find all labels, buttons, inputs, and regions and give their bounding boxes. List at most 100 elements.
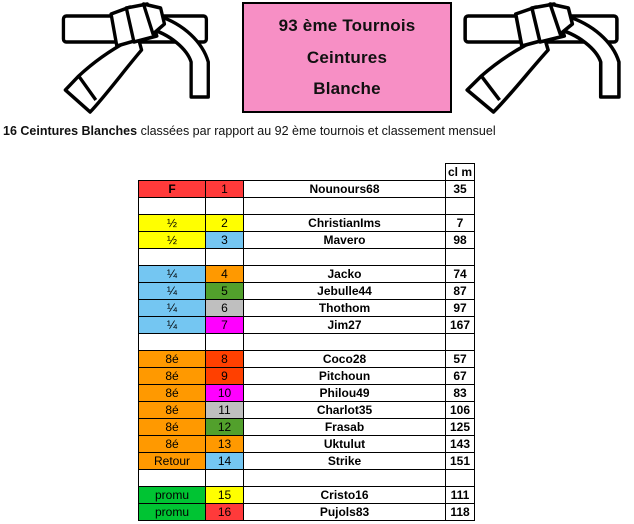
spacer-row [138, 469, 475, 487]
rank-cell [205, 333, 244, 351]
subtitle: 16 Ceintures Blanches classées par rappo… [3, 124, 496, 138]
table-row: 8é 12 Frasab 125 [138, 418, 475, 436]
rank-cell: 14 [205, 452, 244, 470]
stage-cell: ½ [138, 231, 206, 249]
white-belt-icon [61, 2, 210, 114]
table-row: 8é 9 Pitchoun 67 [138, 367, 475, 385]
clm-cell: 7 [445, 214, 475, 232]
rank-cell: 4 [205, 265, 244, 283]
clm-cell: 67 [445, 367, 475, 385]
stage-cell: ¼ [138, 316, 206, 334]
table-row: F 1 Nounours68 35 [138, 180, 475, 198]
rank-cell: 12 [205, 418, 244, 436]
table-row: promu 15 Cristo16 111 [138, 486, 475, 504]
stage-cell: 8é [138, 367, 206, 385]
table-row: ½ 2 ChristianIms 7 [138, 214, 475, 232]
spacer-row [138, 197, 475, 215]
stage-cell [138, 469, 206, 487]
rank-cell: 9 [205, 367, 244, 385]
stage-cell: 8é [138, 384, 206, 402]
stage-cell: 8é [138, 418, 206, 436]
table-row: 8é 10 Philou49 83 [138, 384, 475, 402]
player-cell: Jacko [243, 265, 446, 283]
rank-cell: 15 [205, 486, 244, 504]
player-cell [243, 197, 446, 215]
player-cell: Philou49 [243, 384, 446, 402]
player-cell: Nounours68 [243, 180, 446, 198]
header-spacer [138, 163, 446, 181]
ranking-table-body: F 1 Nounours68 35 ½ 2 ChristianIms 7 ½ 3 Mavero 98 ¼… [138, 180, 475, 521]
clm-cell: 83 [445, 384, 475, 402]
table-row: ¼ 6 Thothom 97 [138, 299, 475, 317]
clm-cell: 151 [445, 452, 475, 470]
clm-cell [445, 333, 475, 351]
stage-cell: promu [138, 503, 206, 521]
player-cell: Mavero [243, 231, 446, 249]
stage-cell: ¼ [138, 299, 206, 317]
rank-cell [205, 197, 244, 215]
stage-cell: ¼ [138, 265, 206, 283]
clm-cell [445, 248, 475, 266]
stage-cell: ¼ [138, 282, 206, 300]
clm-cell: 106 [445, 401, 475, 419]
title-line-3: Blanche [313, 79, 381, 99]
subtitle-rest: classées par rapport au 92 ème tournois … [137, 124, 496, 138]
table-row: ½ 3 Mavero 98 [138, 231, 475, 249]
player-cell: Frasab [243, 418, 446, 436]
clm-column-header: cl m [445, 163, 475, 181]
clm-cell: 143 [445, 435, 475, 453]
player-cell: Pitchoun [243, 367, 446, 385]
stage-cell [138, 333, 206, 351]
rank-cell: 16 [205, 503, 244, 521]
clm-cell: 97 [445, 299, 475, 317]
title-line-1: 93 ème Tournois [278, 15, 416, 35]
clm-cell: 125 [445, 418, 475, 436]
rank-cell: 3 [205, 231, 244, 249]
table-row: ¼ 5 Jebulle44 87 [138, 282, 475, 300]
rank-cell: 8 [205, 350, 244, 368]
clm-cell: 74 [445, 265, 475, 283]
player-cell: Jim27 [243, 316, 446, 334]
white-belt-icon [463, 2, 621, 114]
rank-cell: 1 [205, 180, 244, 198]
table-row: ¼ 7 Jim27 167 [138, 316, 475, 334]
table-row: 8é 11 Charlot35 106 [138, 401, 475, 419]
stage-cell [138, 197, 206, 215]
stage-cell: ½ [138, 214, 206, 232]
clm-cell: 35 [445, 180, 475, 198]
table-row: promu 16 Pujols83 118 [138, 503, 475, 521]
player-cell: ChristianIms [243, 214, 446, 232]
clm-cell: 87 [445, 282, 475, 300]
spacer-row [138, 248, 475, 266]
clm-cell: 57 [445, 350, 475, 368]
player-cell: Charlot35 [243, 401, 446, 419]
player-cell [243, 333, 446, 351]
clm-cell [445, 469, 475, 487]
player-cell: Coco28 [243, 350, 446, 368]
rank-cell: 11 [205, 401, 244, 419]
stage-cell: 8é [138, 435, 206, 453]
rank-cell: 5 [205, 282, 244, 300]
subtitle-bold: 16 Ceintures Blanches [3, 124, 138, 138]
tournament-title-box: 93 ème Tournois Ceintures Blanche [242, 2, 452, 113]
stage-cell [138, 248, 206, 266]
player-cell: Thothom [243, 299, 446, 317]
rank-cell: 13 [205, 435, 244, 453]
player-cell: Uktulut [243, 435, 446, 453]
title-line-2: Ceintures [306, 47, 388, 67]
table-header-row: cl m [138, 163, 475, 181]
rank-cell: 7 [205, 316, 244, 334]
table-row: 8é 13 Uktulut 143 [138, 435, 475, 453]
ranking-table: cl m F 1 Nounours68 35 ½ 2 ChristianIms 7 ½ 3 Mave… [138, 163, 475, 521]
rank-cell [205, 469, 244, 487]
table-row: ¼ 4 Jacko 74 [138, 265, 475, 283]
player-cell [243, 248, 446, 266]
player-cell: Jebulle44 [243, 282, 446, 300]
stage-cell: 8é [138, 350, 206, 368]
stage-cell: 8é [138, 401, 206, 419]
rank-cell [205, 248, 244, 266]
table-row: 8é 8 Coco28 57 [138, 350, 475, 368]
clm-cell: 118 [445, 503, 475, 521]
spacer-row [138, 333, 475, 351]
